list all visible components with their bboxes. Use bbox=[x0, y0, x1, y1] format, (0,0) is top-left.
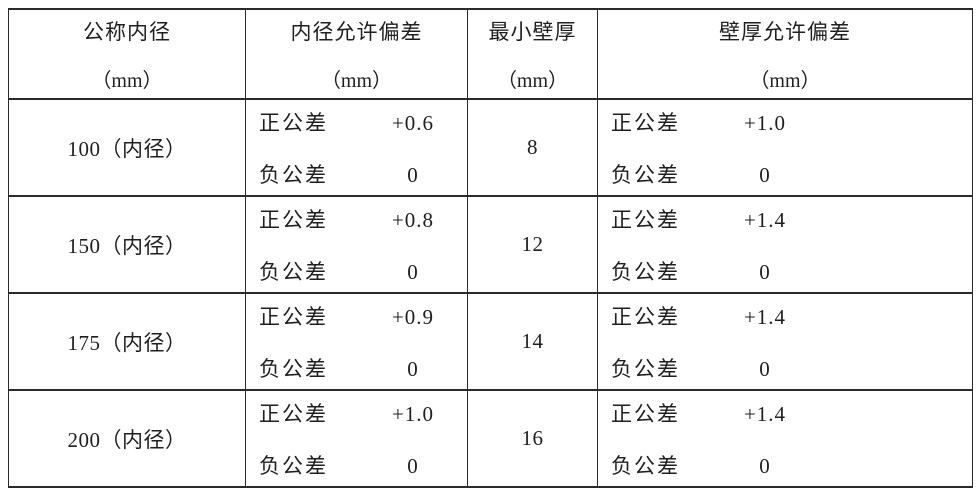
positive-tolerance-value: +0.6 bbox=[391, 110, 435, 135]
wall-thickness-tolerance-cell: 正公差 +1.0 负公差 0 bbox=[597, 98, 973, 197]
header-unit: （mm） bbox=[91, 69, 163, 92]
positive-tolerance-value: +0.9 bbox=[391, 304, 435, 329]
header-row: 公称内径 （mm） 内径允许偏差 （mm） 最小壁厚 （mm） 壁厚允许偏差 bbox=[8, 8, 973, 100]
negative-tolerance-value: 0 bbox=[759, 162, 771, 187]
positive-tolerance-line: 正公差 +1.4 bbox=[611, 398, 972, 428]
negative-tolerance-line: 负公差 0 bbox=[611, 256, 972, 286]
header-unit: （mm） bbox=[749, 69, 821, 92]
header-unit: （mm） bbox=[496, 69, 569, 92]
header-inner-diameter-tolerance: 内径允许偏差 （mm） bbox=[245, 8, 468, 100]
positive-tolerance-label: 正公差 bbox=[259, 304, 328, 329]
negative-tolerance-label: 负公差 bbox=[611, 356, 680, 381]
min-wall-thickness-cell: 12 bbox=[467, 195, 598, 294]
min-wall-thickness-cell: 8 bbox=[467, 98, 598, 197]
positive-tolerance-label: 正公差 bbox=[611, 401, 680, 426]
positive-tolerance-value: +1.4 bbox=[743, 207, 787, 232]
inner-diameter-tolerance-cell: 正公差 +0.9 负公差 0 bbox=[245, 292, 468, 391]
positive-tolerance-label: 正公差 bbox=[611, 304, 680, 329]
negative-tolerance-label: 负公差 bbox=[259, 259, 328, 284]
positive-tolerance-line: 正公差 +0.6 bbox=[259, 107, 467, 137]
positive-tolerance-line: 正公差 +0.9 bbox=[259, 301, 467, 331]
table-row: 100（内径） 正公差 +0.6 负公差 0 8 正公差 bbox=[8, 98, 973, 197]
min-wall-thickness-cell: 14 bbox=[467, 292, 598, 391]
positive-tolerance-line: 正公差 +1.4 bbox=[611, 301, 972, 331]
positive-tolerance-label: 正公差 bbox=[259, 110, 328, 135]
negative-tolerance-line: 负公差 0 bbox=[259, 256, 467, 286]
negative-tolerance-line: 负公差 0 bbox=[259, 353, 467, 383]
negative-tolerance-label: 负公差 bbox=[611, 259, 680, 284]
negative-tolerance-value: 0 bbox=[759, 259, 771, 284]
nominal-diameter-cell: 150（内径） bbox=[8, 195, 246, 294]
negative-tolerance-value: 0 bbox=[407, 162, 419, 187]
positive-tolerance-line: 正公差 +1.4 bbox=[611, 204, 972, 234]
positive-tolerance-label: 正公差 bbox=[611, 110, 680, 135]
negative-tolerance-line: 负公差 0 bbox=[259, 450, 467, 480]
inner-diameter-tolerance-cell: 正公差 +0.8 负公差 0 bbox=[245, 195, 468, 294]
negative-tolerance-value: 0 bbox=[407, 356, 419, 381]
wall-thickness-tolerance-cell: 正公差 +1.4 负公差 0 bbox=[597, 195, 973, 294]
positive-tolerance-value: +1.4 bbox=[743, 304, 787, 329]
positive-tolerance-value: +1.0 bbox=[391, 401, 435, 426]
header-title: 内径允许偏差 bbox=[290, 19, 423, 44]
positive-tolerance-value: +1.0 bbox=[743, 110, 787, 135]
negative-tolerance-value: 0 bbox=[407, 259, 419, 284]
nominal-diameter-cell: 175（内径） bbox=[8, 292, 246, 391]
header-wall-thickness-tolerance: 壁厚允许偏差 （mm） bbox=[597, 8, 973, 100]
inner-diameter-tolerance-cell: 正公差 +0.6 负公差 0 bbox=[245, 98, 468, 197]
header-title: 壁厚允许偏差 bbox=[719, 19, 851, 44]
nominal-diameter-cell: 200（内径） bbox=[8, 389, 246, 488]
negative-tolerance-line: 负公差 0 bbox=[611, 159, 972, 189]
negative-tolerance-label: 负公差 bbox=[259, 453, 328, 478]
negative-tolerance-line: 负公差 0 bbox=[611, 450, 972, 480]
header-title: 公称内径 bbox=[83, 19, 171, 44]
negative-tolerance-value: 0 bbox=[759, 453, 771, 478]
negative-tolerance-label: 负公差 bbox=[259, 356, 328, 381]
wall-thickness-tolerance-cell: 正公差 +1.4 负公差 0 bbox=[597, 389, 973, 488]
positive-tolerance-line: 正公差 +1.0 bbox=[611, 107, 972, 137]
table-row: 200（内径） 正公差 +1.0 负公差 0 16 正公差 bbox=[8, 389, 973, 488]
positive-tolerance-label: 正公差 bbox=[259, 207, 328, 232]
header-unit: （mm） bbox=[320, 69, 393, 92]
header-title: 最小壁厚 bbox=[488, 19, 577, 44]
positive-tolerance-value: +1.4 bbox=[743, 401, 787, 426]
negative-tolerance-label: 负公差 bbox=[259, 162, 328, 187]
header-min-wall-thickness: 最小壁厚 （mm） bbox=[467, 8, 598, 100]
negative-tolerance-line: 负公差 0 bbox=[611, 353, 972, 383]
min-wall-thickness-cell: 16 bbox=[467, 389, 598, 488]
positive-tolerance-label: 正公差 bbox=[259, 401, 328, 426]
negative-tolerance-line: 负公差 0 bbox=[259, 159, 467, 189]
negative-tolerance-label: 负公差 bbox=[611, 162, 680, 187]
negative-tolerance-value: 0 bbox=[407, 453, 419, 478]
positive-tolerance-label: 正公差 bbox=[611, 207, 680, 232]
header-nominal-inner-diameter: 公称内径 （mm） bbox=[8, 8, 246, 100]
negative-tolerance-value: 0 bbox=[759, 356, 771, 381]
positive-tolerance-line: 正公差 +1.0 bbox=[259, 398, 467, 428]
negative-tolerance-label: 负公差 bbox=[611, 453, 680, 478]
table-row: 150（内径） 正公差 +0.8 负公差 0 12 正公差 bbox=[8, 195, 973, 294]
positive-tolerance-value: +0.8 bbox=[391, 207, 435, 232]
inner-diameter-tolerance-cell: 正公差 +1.0 负公差 0 bbox=[245, 389, 468, 488]
positive-tolerance-line: 正公差 +0.8 bbox=[259, 204, 467, 234]
table-row: 175（内径） 正公差 +0.9 负公差 0 14 正公差 bbox=[8, 292, 973, 391]
tolerance-spec-table: 公称内径 （mm） 内径允许偏差 （mm） 最小壁厚 （mm） 壁厚允许偏差 bbox=[8, 8, 973, 488]
wall-thickness-tolerance-cell: 正公差 +1.4 负公差 0 bbox=[597, 292, 973, 391]
nominal-diameter-cell: 100（内径） bbox=[8, 98, 246, 197]
